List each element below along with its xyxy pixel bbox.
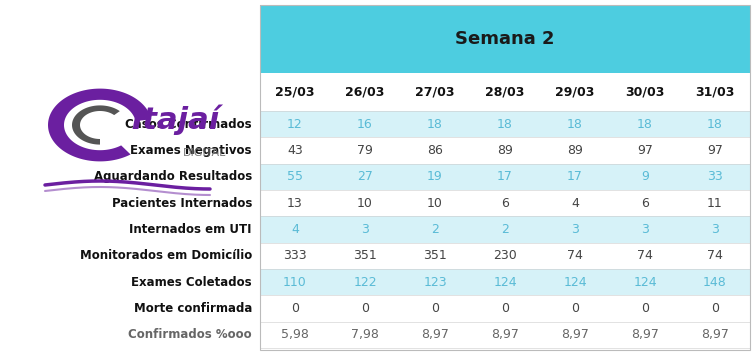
Text: 3: 3 bbox=[641, 223, 649, 236]
Text: 351: 351 bbox=[423, 249, 447, 262]
Text: 3: 3 bbox=[711, 223, 719, 236]
Text: 4: 4 bbox=[291, 223, 299, 236]
Text: 18: 18 bbox=[427, 118, 443, 131]
Text: 6: 6 bbox=[641, 197, 649, 210]
Text: 0: 0 bbox=[571, 302, 579, 315]
Text: Pacientes Internados: Pacientes Internados bbox=[111, 197, 252, 210]
Text: 2: 2 bbox=[431, 223, 439, 236]
Text: 43: 43 bbox=[287, 144, 303, 157]
Text: 0: 0 bbox=[361, 302, 369, 315]
Text: Exames Coletados: Exames Coletados bbox=[131, 276, 252, 289]
Text: 31/03: 31/03 bbox=[695, 86, 735, 98]
Text: DIGITAL: DIGITAL bbox=[183, 148, 227, 158]
Text: 18: 18 bbox=[637, 118, 653, 131]
Text: 30/03: 30/03 bbox=[625, 86, 665, 98]
Text: 8,97: 8,97 bbox=[561, 328, 589, 342]
Bar bbox=[260, 164, 750, 190]
Text: 97: 97 bbox=[707, 144, 723, 157]
Text: 86: 86 bbox=[427, 144, 443, 157]
Text: 79: 79 bbox=[357, 144, 373, 157]
Text: 0: 0 bbox=[711, 302, 719, 315]
Text: 10: 10 bbox=[427, 197, 443, 210]
Text: 7,98: 7,98 bbox=[351, 328, 379, 342]
Text: 12: 12 bbox=[287, 118, 303, 131]
Text: 124: 124 bbox=[563, 276, 587, 289]
Text: 89: 89 bbox=[497, 144, 513, 157]
Polygon shape bbox=[48, 89, 151, 162]
Text: 3: 3 bbox=[571, 223, 579, 236]
Text: 74: 74 bbox=[637, 249, 653, 262]
Text: 17: 17 bbox=[567, 170, 583, 183]
Text: 97: 97 bbox=[637, 144, 653, 157]
Text: 18: 18 bbox=[497, 118, 513, 131]
Bar bbox=[260, 269, 750, 295]
Text: Confirmados %ooo: Confirmados %ooo bbox=[128, 328, 252, 342]
Text: Casos Confirmados: Casos Confirmados bbox=[126, 118, 252, 131]
Bar bbox=[260, 111, 750, 137]
Text: 2: 2 bbox=[501, 223, 509, 236]
Text: 0: 0 bbox=[501, 302, 509, 315]
Text: 18: 18 bbox=[567, 118, 583, 131]
Text: 74: 74 bbox=[707, 249, 723, 262]
Text: 16: 16 bbox=[357, 118, 373, 131]
Text: 351: 351 bbox=[353, 249, 376, 262]
Text: 8,97: 8,97 bbox=[421, 328, 449, 342]
Text: 8,97: 8,97 bbox=[491, 328, 519, 342]
Text: 29/03: 29/03 bbox=[555, 86, 595, 98]
Bar bbox=[260, 5, 750, 73]
Text: 110: 110 bbox=[283, 276, 307, 289]
Text: 124: 124 bbox=[493, 276, 517, 289]
Text: 0: 0 bbox=[641, 302, 649, 315]
Text: 9: 9 bbox=[641, 170, 649, 183]
Text: 18: 18 bbox=[707, 118, 723, 131]
Text: 148: 148 bbox=[703, 276, 727, 289]
Text: 123: 123 bbox=[423, 276, 447, 289]
Text: Exames Negativos: Exames Negativos bbox=[130, 144, 252, 157]
Text: 74: 74 bbox=[567, 249, 583, 262]
Text: 89: 89 bbox=[567, 144, 583, 157]
Text: 28/03: 28/03 bbox=[486, 86, 525, 98]
Text: Itajaí: Itajaí bbox=[131, 105, 219, 135]
Text: 27/03: 27/03 bbox=[415, 86, 455, 98]
Text: 33: 33 bbox=[707, 170, 723, 183]
Text: Monitorados em Domicílio: Monitorados em Domicílio bbox=[80, 249, 252, 262]
Text: 4: 4 bbox=[571, 197, 579, 210]
Text: 19: 19 bbox=[427, 170, 443, 183]
Text: 3: 3 bbox=[361, 223, 369, 236]
Text: Morte confirmada: Morte confirmada bbox=[133, 302, 252, 315]
Text: Aguardando Resultados: Aguardando Resultados bbox=[94, 170, 252, 183]
Text: 10: 10 bbox=[357, 197, 373, 210]
Text: 5,98: 5,98 bbox=[281, 328, 309, 342]
Text: 25/03: 25/03 bbox=[276, 86, 315, 98]
Bar bbox=[260, 5, 750, 350]
Text: 27: 27 bbox=[357, 170, 373, 183]
Text: 11: 11 bbox=[707, 197, 723, 210]
Text: 124: 124 bbox=[633, 276, 657, 289]
Text: Semana 2: Semana 2 bbox=[456, 30, 555, 48]
Polygon shape bbox=[72, 105, 120, 144]
Text: 333: 333 bbox=[283, 249, 306, 262]
Text: 17: 17 bbox=[497, 170, 513, 183]
Text: 55: 55 bbox=[287, 170, 303, 183]
Bar bbox=[260, 216, 750, 243]
Text: Internados em UTI: Internados em UTI bbox=[130, 223, 252, 236]
Text: 0: 0 bbox=[431, 302, 439, 315]
Text: 26/03: 26/03 bbox=[346, 86, 385, 98]
Text: 0: 0 bbox=[291, 302, 299, 315]
Text: 13: 13 bbox=[287, 197, 303, 210]
Text: 8,97: 8,97 bbox=[701, 328, 729, 342]
Text: 122: 122 bbox=[353, 276, 376, 289]
Text: 8,97: 8,97 bbox=[631, 328, 659, 342]
Text: 6: 6 bbox=[501, 197, 509, 210]
Text: 230: 230 bbox=[493, 249, 517, 262]
